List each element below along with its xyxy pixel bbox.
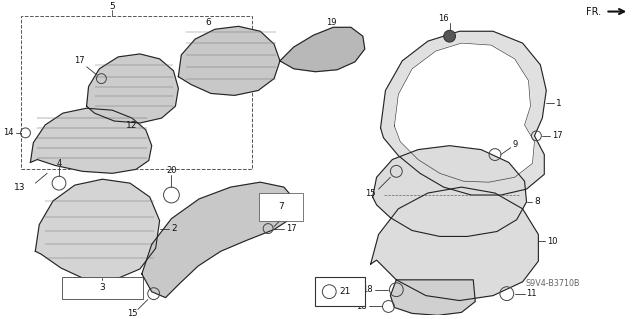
Text: 2: 2 xyxy=(172,224,177,233)
Text: 1: 1 xyxy=(556,99,562,108)
Text: 21: 21 xyxy=(339,287,351,296)
Polygon shape xyxy=(390,280,476,315)
Text: 12: 12 xyxy=(126,122,138,130)
Polygon shape xyxy=(371,187,538,300)
Polygon shape xyxy=(86,54,179,123)
Text: 17: 17 xyxy=(74,56,85,65)
Text: 18: 18 xyxy=(356,302,367,311)
Text: 7: 7 xyxy=(278,202,284,211)
Text: 17: 17 xyxy=(552,131,563,140)
Text: 15: 15 xyxy=(127,309,137,318)
Circle shape xyxy=(444,30,456,42)
Text: 8: 8 xyxy=(534,197,540,206)
FancyBboxPatch shape xyxy=(316,277,365,307)
Text: 5: 5 xyxy=(109,2,115,11)
Text: 10: 10 xyxy=(547,237,557,246)
Text: 15: 15 xyxy=(365,189,376,197)
Text: 17: 17 xyxy=(286,224,296,233)
Polygon shape xyxy=(35,179,159,280)
Text: 11: 11 xyxy=(527,289,537,298)
FancyBboxPatch shape xyxy=(259,193,303,221)
Bar xyxy=(20,17,252,169)
Polygon shape xyxy=(280,27,365,72)
Text: 4: 4 xyxy=(56,159,61,168)
Text: 18: 18 xyxy=(362,285,372,294)
FancyBboxPatch shape xyxy=(62,277,143,299)
Text: 14: 14 xyxy=(3,128,13,137)
Text: 19: 19 xyxy=(326,18,337,27)
Text: 13: 13 xyxy=(14,182,26,192)
Text: 6: 6 xyxy=(205,18,211,27)
Polygon shape xyxy=(381,31,547,195)
Text: 16: 16 xyxy=(438,14,449,23)
Polygon shape xyxy=(142,182,296,298)
Text: S9V4-B3710B: S9V4-B3710B xyxy=(526,279,580,288)
Polygon shape xyxy=(30,108,152,173)
Text: 3: 3 xyxy=(100,283,105,292)
Polygon shape xyxy=(394,43,534,182)
Polygon shape xyxy=(372,146,527,236)
Text: 9: 9 xyxy=(513,140,518,149)
Polygon shape xyxy=(179,26,280,95)
Text: FR.: FR. xyxy=(586,7,602,17)
Text: 20: 20 xyxy=(166,166,177,175)
